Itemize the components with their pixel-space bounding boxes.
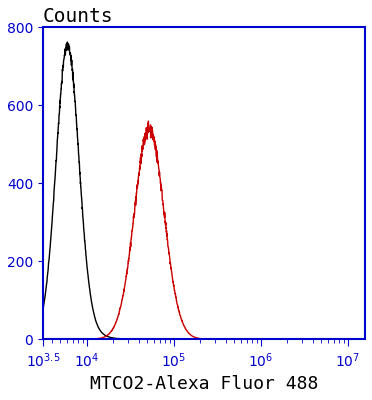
X-axis label: MTCO2-Alexa Fluor 488: MTCO2-Alexa Fluor 488 (90, 375, 318, 393)
Text: Counts: Counts (43, 7, 113, 26)
